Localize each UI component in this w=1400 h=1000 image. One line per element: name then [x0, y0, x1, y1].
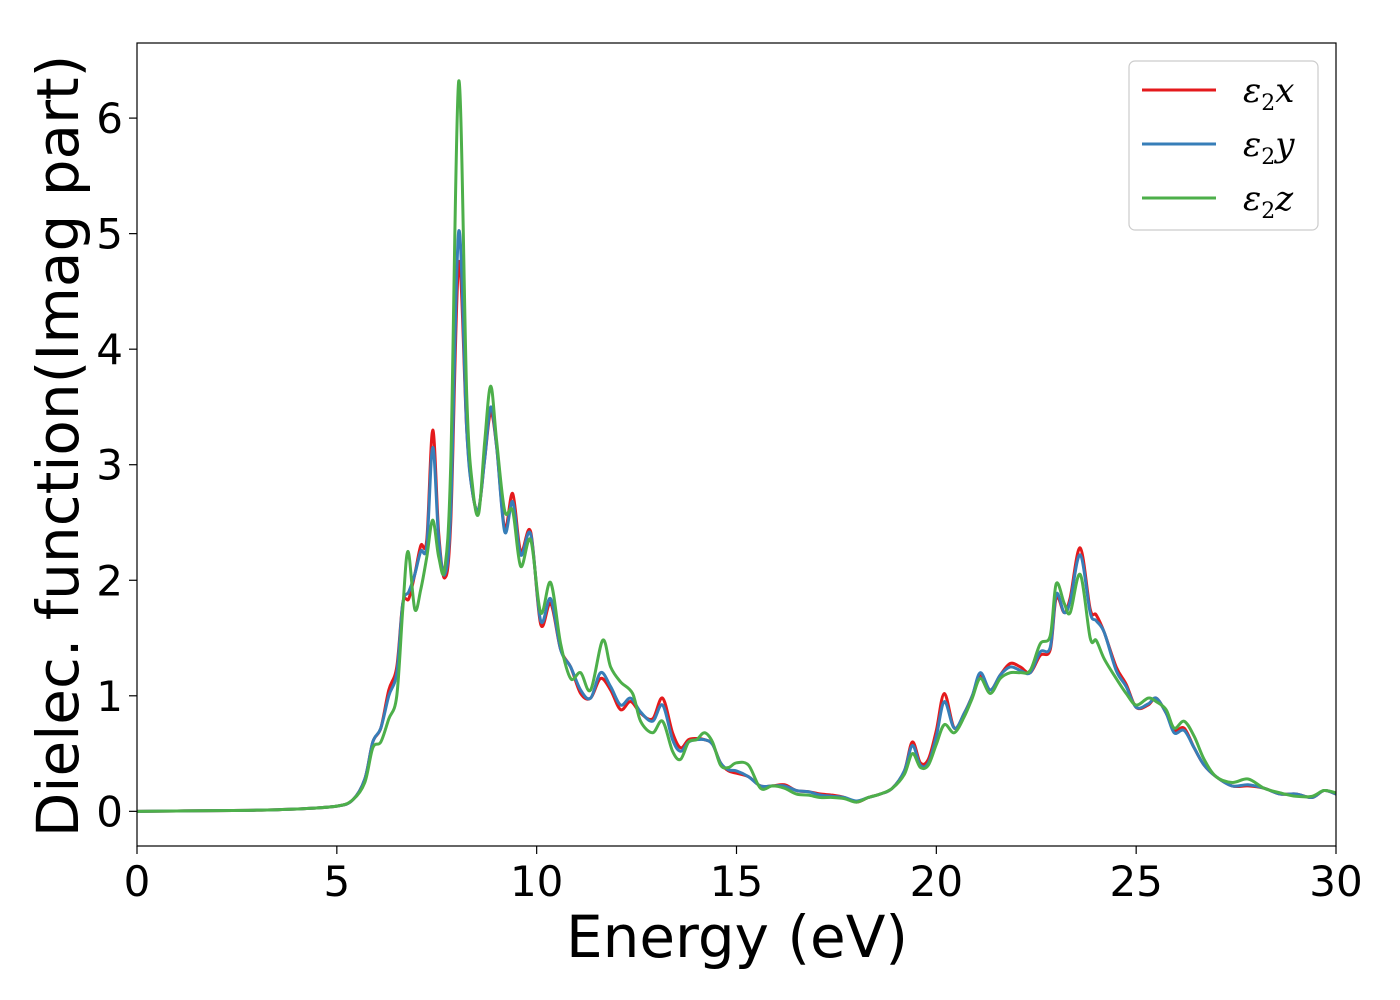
x-axis: 0 5 10 15 20 25 30 — [124, 846, 1363, 906]
x-tick-label: 10 — [510, 857, 563, 906]
x-tick-label: 0 — [124, 857, 151, 906]
legend-label-3: ε2z — [1243, 179, 1294, 224]
x-tick-label: 20 — [910, 857, 963, 906]
legend-label-2: ε2y — [1243, 125, 1295, 170]
y-tick-label: 3 — [96, 441, 123, 490]
y-tick-label: 1 — [96, 672, 123, 721]
y-tick-label: 0 — [96, 787, 123, 836]
series-line-3 — [137, 79, 1336, 813]
series-line-2 — [137, 229, 1336, 813]
legend-box — [1128, 60, 1319, 231]
y-tick-label: 6 — [96, 94, 123, 143]
x-tick-label: 30 — [1309, 857, 1362, 906]
y-tick-label: 5 — [96, 210, 123, 259]
y-tick-label: 2 — [96, 556, 123, 605]
y-axis-label: Dielec. function(Imag part) — [24, 55, 92, 838]
x-tick-label: 25 — [1109, 857, 1162, 906]
x-tick-label: 5 — [323, 857, 350, 906]
series-group — [137, 79, 1336, 813]
legend: ε2x ε2y ε2z — [1128, 60, 1319, 231]
y-axis: 0 1 2 3 4 5 6 — [96, 94, 137, 836]
x-axis-label: Energy (eV) — [566, 903, 908, 971]
legend-label-1: ε2x — [1243, 71, 1294, 116]
y-tick-label: 4 — [96, 325, 123, 374]
plot-area — [136, 42, 1337, 847]
x-tick-label: 15 — [710, 857, 763, 906]
legend-entries: ε2x ε2y ε2z — [1142, 71, 1295, 224]
